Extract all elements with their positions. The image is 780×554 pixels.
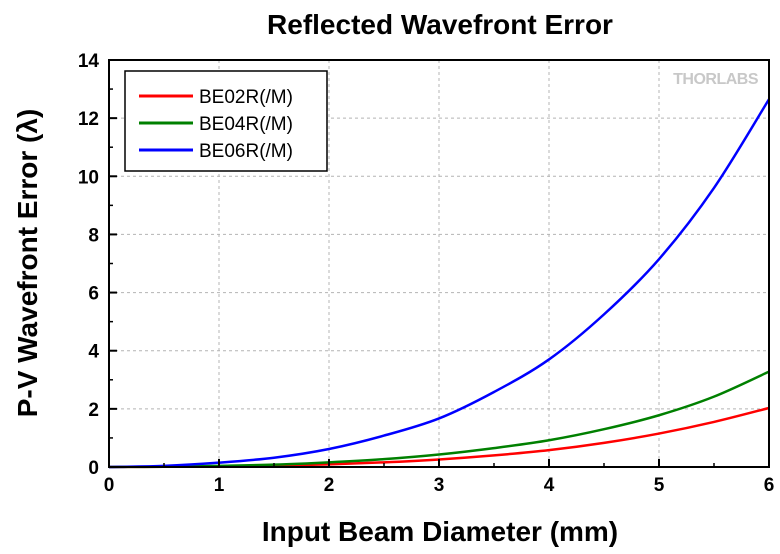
series-line-2 [108,98,771,469]
x-tick-label: 0 [104,475,115,496]
x-tick-labels: 0 1 2 3 4 5 6 [104,475,775,496]
y-tick-label: 10 [78,167,99,188]
y-tick-label: 0 [88,458,99,479]
y-tick-label: 2 [88,400,99,421]
thorlabs-logo: THORLABS [673,71,759,88]
watermark-text: THORLABS [673,71,759,88]
legend: BE02R(/M) BE04R(/M) BE06R(/M) [124,70,328,172]
x-tick-label: 4 [544,475,555,496]
legend-label-2: BE06R(/M) [199,141,293,162]
y-tick-label: 14 [78,51,100,72]
x-tick-label: 6 [764,475,775,496]
axes [108,59,770,468]
y-tick-labels: 0 2 4 6 8 10 12 14 [78,51,100,479]
x-tick-label: 1 [214,475,225,496]
y-tick-label: 12 [78,109,99,130]
y-tick-label: 4 [88,342,99,363]
x-tick-label: 3 [434,475,445,496]
x-tick-label: 5 [654,475,665,496]
y-axis-title: P-V Wavefront Error (λ) [12,109,43,418]
y-tick-label: 8 [88,225,99,246]
y-tick-label: 6 [88,284,99,305]
legend-box [124,70,328,172]
legend-label-1: BE04R(/M) [199,114,293,135]
legend-label-0: BE02R(/M) [199,87,293,108]
x-tick-label: 2 [324,475,335,496]
x-axis-title: Input Beam Diameter (mm) [262,516,618,547]
chart-title: Reflected Wavefront Error [267,9,613,40]
